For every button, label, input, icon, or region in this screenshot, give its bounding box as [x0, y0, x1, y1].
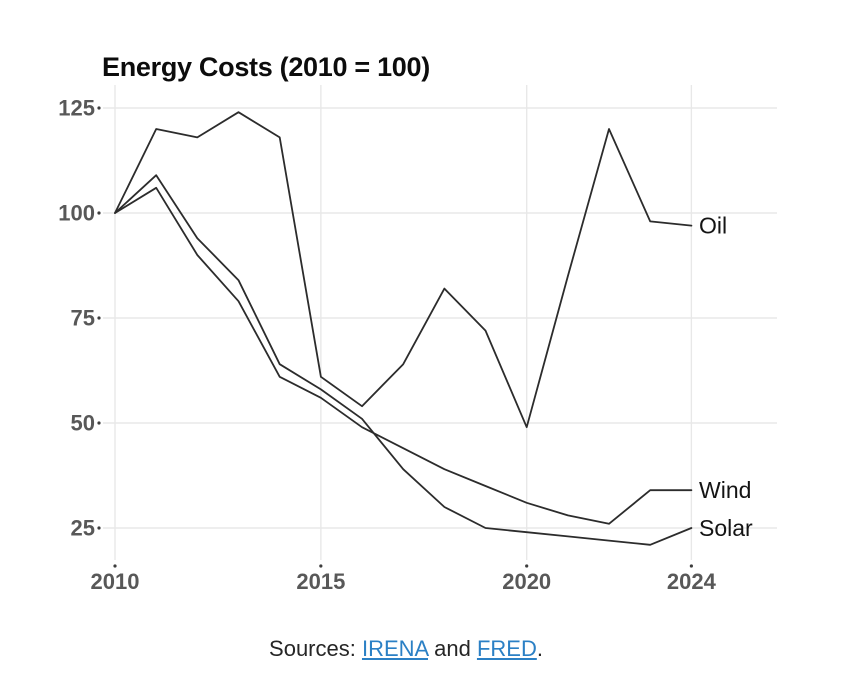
series-line-solar [114, 174, 693, 546]
y-tick-label: 50 [71, 411, 95, 436]
x-tick-label: 2010 [91, 569, 140, 594]
x-tick-mark [525, 564, 529, 568]
y-tick-label: 25 [71, 516, 95, 541]
series-line-oil [114, 111, 693, 429]
series-label-solar: Solar [699, 515, 753, 541]
x-tick-label: 2024 [667, 569, 717, 594]
y-tick-mark [97, 211, 101, 215]
y-tick-mark [97, 316, 101, 320]
x-tick-label: 2020 [502, 569, 551, 594]
x-tick-mark [319, 564, 323, 568]
y-tick-label: 100 [58, 201, 95, 226]
caption-period: . [536, 636, 543, 661]
sources-label: Sources: [269, 636, 362, 661]
x-tick-mark [113, 564, 117, 568]
series-label-oil: Oil [699, 213, 727, 239]
series-label-wind: Wind [699, 477, 751, 503]
y-tick-mark [97, 526, 101, 530]
y-tick-label: 125 [58, 96, 95, 121]
x-tick-label: 2015 [296, 569, 345, 594]
irena-link[interactable]: IRENA [361, 636, 428, 661]
caption-and: and [428, 636, 477, 661]
chart-title: Energy Costs (2010 = 100) [102, 52, 430, 82]
sources-caption: Sources: IRENA and FRED. [0, 636, 812, 662]
y-tick-label: 75 [71, 306, 95, 331]
x-tick-mark [689, 564, 693, 568]
y-tick-mark [97, 106, 101, 110]
y-tick-mark [97, 421, 101, 425]
energy-costs-line-chart: 25 50 75 100 125 2010 2015 2020 2024 Oil Wind Solar… [58, 52, 777, 594]
series-line-wind [114, 186, 693, 525]
fred-link[interactable]: FRED [476, 636, 537, 661]
